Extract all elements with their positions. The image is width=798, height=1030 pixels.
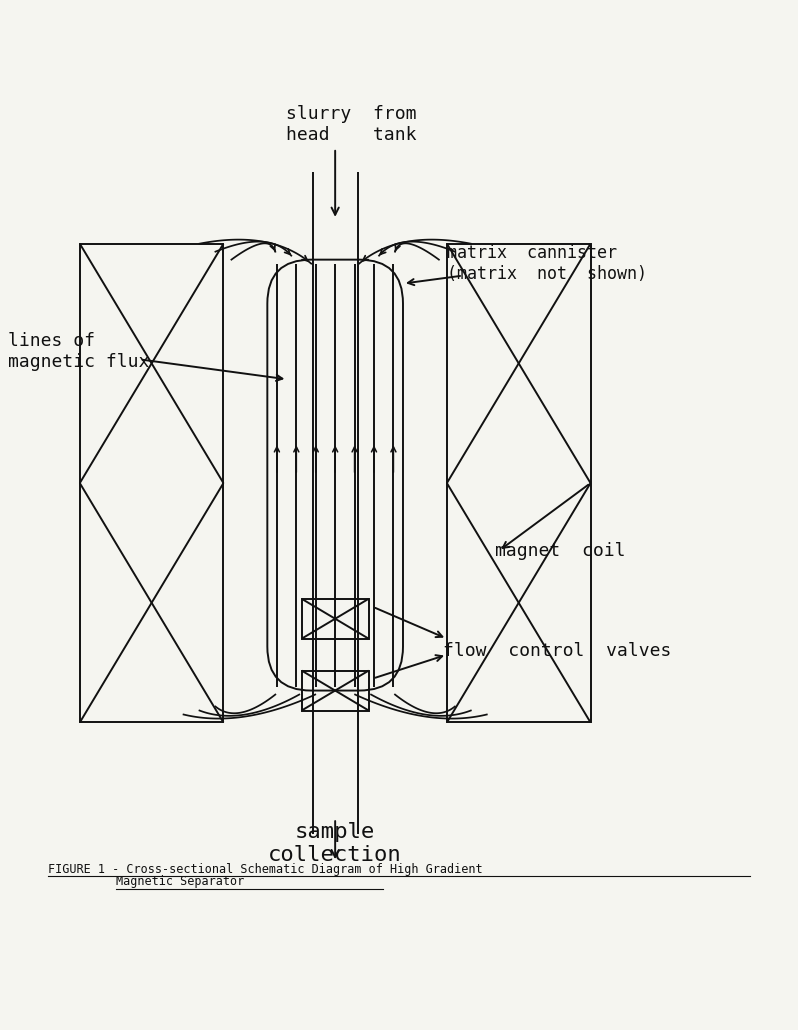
Text: magnet  coil: magnet coil: [495, 542, 626, 560]
Text: slurry  from
head    tank: slurry from head tank: [286, 105, 417, 144]
Text: Magnetic Separator: Magnetic Separator: [116, 874, 244, 888]
Text: matrix  cannister
(matrix  not  shown): matrix cannister (matrix not shown): [447, 244, 647, 283]
Text: FIGURE 1 - Cross-sectional Schematic Diagram of High Gradient: FIGURE 1 - Cross-sectional Schematic Dia…: [48, 863, 483, 876]
Text: flow  control  valves: flow control valves: [443, 642, 671, 659]
Text: lines of
magnetic flux: lines of magnetic flux: [8, 332, 149, 371]
Text: sample
collection: sample collection: [268, 822, 402, 865]
